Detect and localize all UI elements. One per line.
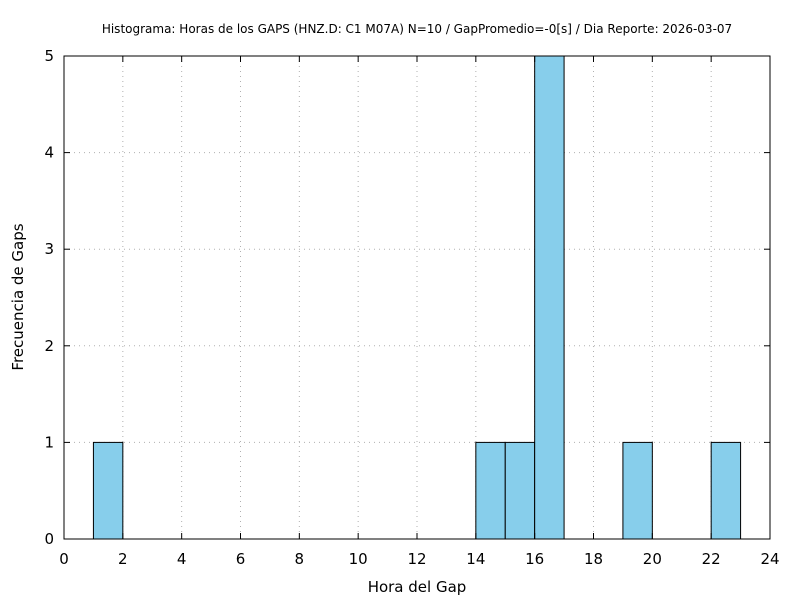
grid-layer <box>64 56 770 539</box>
histogram-bar-2 <box>504 441 536 540</box>
x-tick-label-10: 10 <box>349 550 368 568</box>
histogram-bar-5 <box>710 441 742 540</box>
histogram-bar-0 <box>92 441 124 540</box>
x-tick-label-14: 14 <box>466 550 485 568</box>
x-tick-label-16: 16 <box>525 550 544 568</box>
histogram-bar-1 <box>475 441 506 540</box>
x-tick-label-20: 20 <box>643 550 662 568</box>
x-tick-label-0: 0 <box>59 550 69 568</box>
x-tick-label-4: 4 <box>177 550 187 568</box>
y-tick-label-2: 2 <box>44 337 54 355</box>
x-tick-label-12: 12 <box>407 550 426 568</box>
x-axis-label: Hora del Gap <box>368 578 467 596</box>
histogram-bar-4 <box>622 441 653 540</box>
x-tick-label-6: 6 <box>236 550 246 568</box>
y-tick-label-0: 0 <box>44 530 54 548</box>
histogram-bar-3 <box>534 55 565 540</box>
y-tick-label-5: 5 <box>44 47 54 65</box>
bars-layer <box>92 55 742 540</box>
x-tick-label-22: 22 <box>702 550 721 568</box>
y-tick-label-4: 4 <box>44 144 54 162</box>
x-tick-label-8: 8 <box>295 550 305 568</box>
chart-title: Histograma: Horas de los GAPS (HNZ.D: C1… <box>102 22 732 36</box>
x-tick-label-24: 24 <box>760 550 779 568</box>
y-tick-label-3: 3 <box>44 240 54 258</box>
y-axis-label: Frecuencia de Gaps <box>9 223 27 370</box>
x-tick-label-18: 18 <box>584 550 603 568</box>
y-tick-label-1: 1 <box>44 433 54 451</box>
x-tick-label-2: 2 <box>118 550 128 568</box>
labels-layer: Histograma: Horas de los GAPS (HNZ.D: C1… <box>9 22 732 596</box>
